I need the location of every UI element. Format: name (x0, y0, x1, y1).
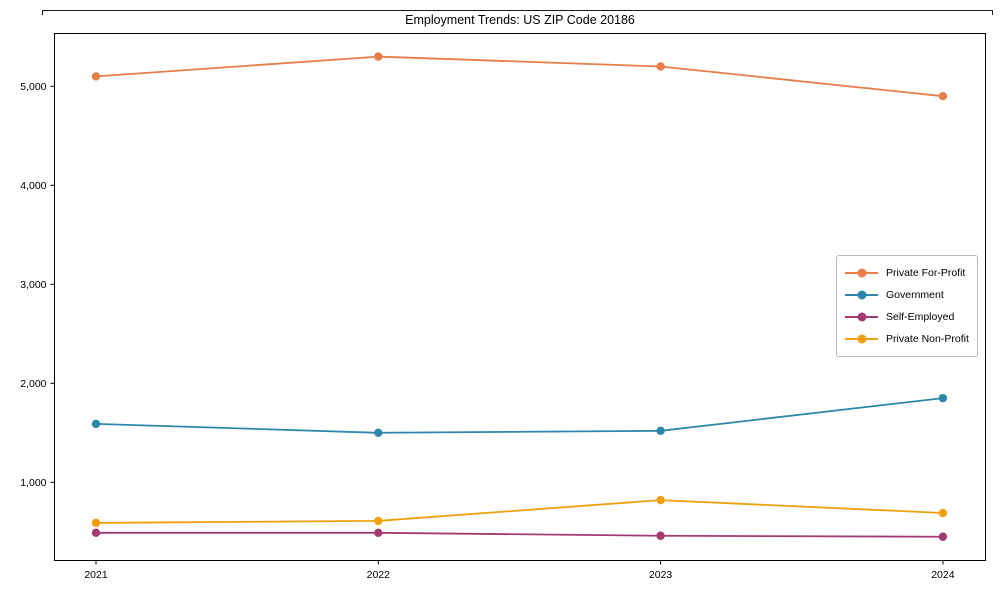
chart-title: Employment Trends: US ZIP Code 20186 (405, 13, 635, 27)
svg-text:5,000: 5,000 (20, 81, 46, 93)
series-private-non-profit (91, 495, 948, 528)
svg-text:2024: 2024 (931, 569, 955, 581)
chart-legend: Private For-Profit Government Self-Emplo… (836, 255, 978, 357)
x-axis: 2021 2022 2023 2024 (84, 560, 955, 581)
svg-text:4,000: 4,000 (20, 180, 46, 192)
legend-item-private-for-profit: Private For-Profit (845, 262, 969, 284)
svg-text:1,000: 1,000 (20, 477, 46, 489)
svg-text:2022: 2022 (367, 569, 391, 581)
legend-item-government: Government (845, 284, 969, 306)
svg-text:3,000: 3,000 (20, 279, 46, 291)
series-self-employed (91, 528, 948, 541)
legend-marker-icon (845, 268, 878, 278)
series-private-for-profit (91, 52, 948, 101)
legend-item-private-non-profit: Private Non-Profit (845, 328, 969, 350)
svg-text:2023: 2023 (649, 569, 673, 581)
svg-text:2,000: 2,000 (20, 378, 46, 390)
svg-text:2021: 2021 (84, 569, 108, 581)
legend-marker-icon (845, 312, 878, 322)
series-government (91, 393, 948, 437)
legend-label: Government (886, 289, 944, 301)
figure-top-border (42, 10, 993, 15)
legend-marker-icon (845, 334, 878, 344)
legend-marker-icon (845, 290, 878, 300)
y-axis: 1,000 2,000 3,000 4,000 5,000 (20, 81, 55, 489)
legend-label: Self-Employed (886, 311, 955, 323)
legend-label: Private Non-Profit (886, 333, 969, 345)
axes-box (54, 33, 986, 561)
legend-label: Private For-Profit (886, 267, 966, 279)
legend-item-self-employed: Self-Employed (845, 306, 969, 328)
